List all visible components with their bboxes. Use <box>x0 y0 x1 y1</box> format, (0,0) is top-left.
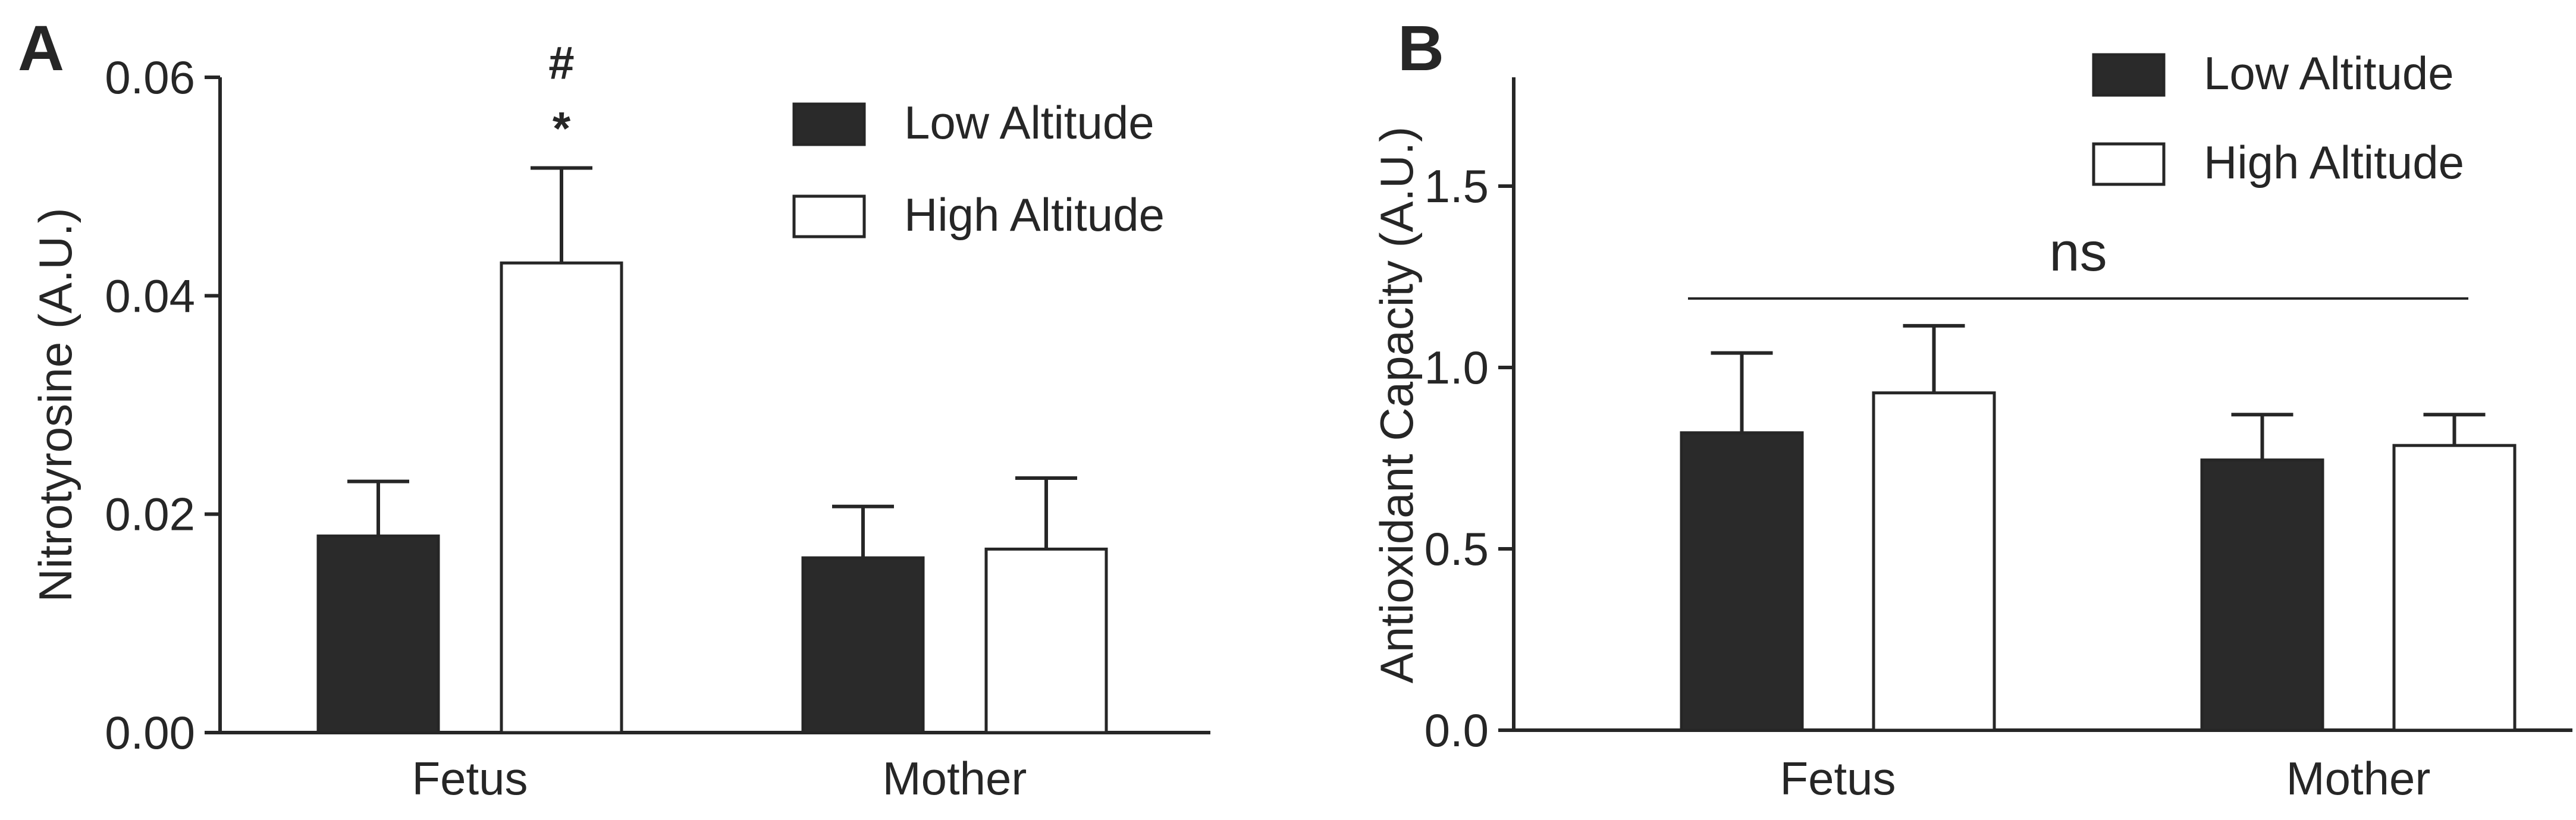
y-tick-label: 0.0 <box>1425 704 1489 756</box>
y-tick-label: 0.00 <box>105 706 195 759</box>
bar-mother-low-altitude <box>801 556 925 734</box>
legend-swatch <box>792 102 866 146</box>
bar-fetus-low-altitude <box>316 534 440 734</box>
asterisk-annotation: * <box>553 102 571 154</box>
y-tick-label: 0.06 <box>105 51 195 103</box>
x-tick-label: Mother <box>2286 752 2431 805</box>
y-tick-label: 0.02 <box>105 488 195 541</box>
x-tick-label: Fetus <box>412 752 528 805</box>
x-tick-label: Mother <box>883 752 1027 805</box>
bar-mother-high-altitude <box>2392 444 2517 732</box>
panel-letter: A <box>18 12 64 84</box>
y-tick-label: 1.5 <box>1425 160 1489 212</box>
bar-fetus-low-altitude <box>1680 431 1804 732</box>
legend-label: Low Altitude <box>2204 47 2454 99</box>
y-axis-title: Antioxidant Capacity (A.U.) <box>1370 127 1423 683</box>
legend-label: Low Altitude <box>904 96 1154 149</box>
y-tick-label: 0.5 <box>1425 523 1489 575</box>
legend-swatch <box>2092 53 2166 97</box>
y-tick-label: 1.0 <box>1425 341 1489 394</box>
bar-fetus-high-altitude <box>500 261 623 734</box>
panel-letter: B <box>1398 12 1444 84</box>
bar-fetus-high-altitude <box>1872 391 1996 732</box>
significance-label: ns <box>2049 222 2107 282</box>
legend-label: High Altitude <box>2204 136 2464 188</box>
legend-swatch <box>2092 142 2166 186</box>
x-tick-label: Fetus <box>1780 752 1896 805</box>
y-tick-label: 0.04 <box>105 269 195 322</box>
bar-mother-low-altitude <box>2200 458 2324 732</box>
y-axis-title: Nitrotyrosine (A.U.) <box>29 208 81 602</box>
legend-label: High Altitude <box>904 188 1165 241</box>
hash-annotation: # <box>548 36 574 89</box>
legend-swatch <box>792 194 866 238</box>
bar-mother-high-altitude <box>984 547 1108 734</box>
panel-a: A 0.00 0.02 0.04 0.06 Nitrotyrosine (A.U.) Fet… <box>18 12 1210 805</box>
